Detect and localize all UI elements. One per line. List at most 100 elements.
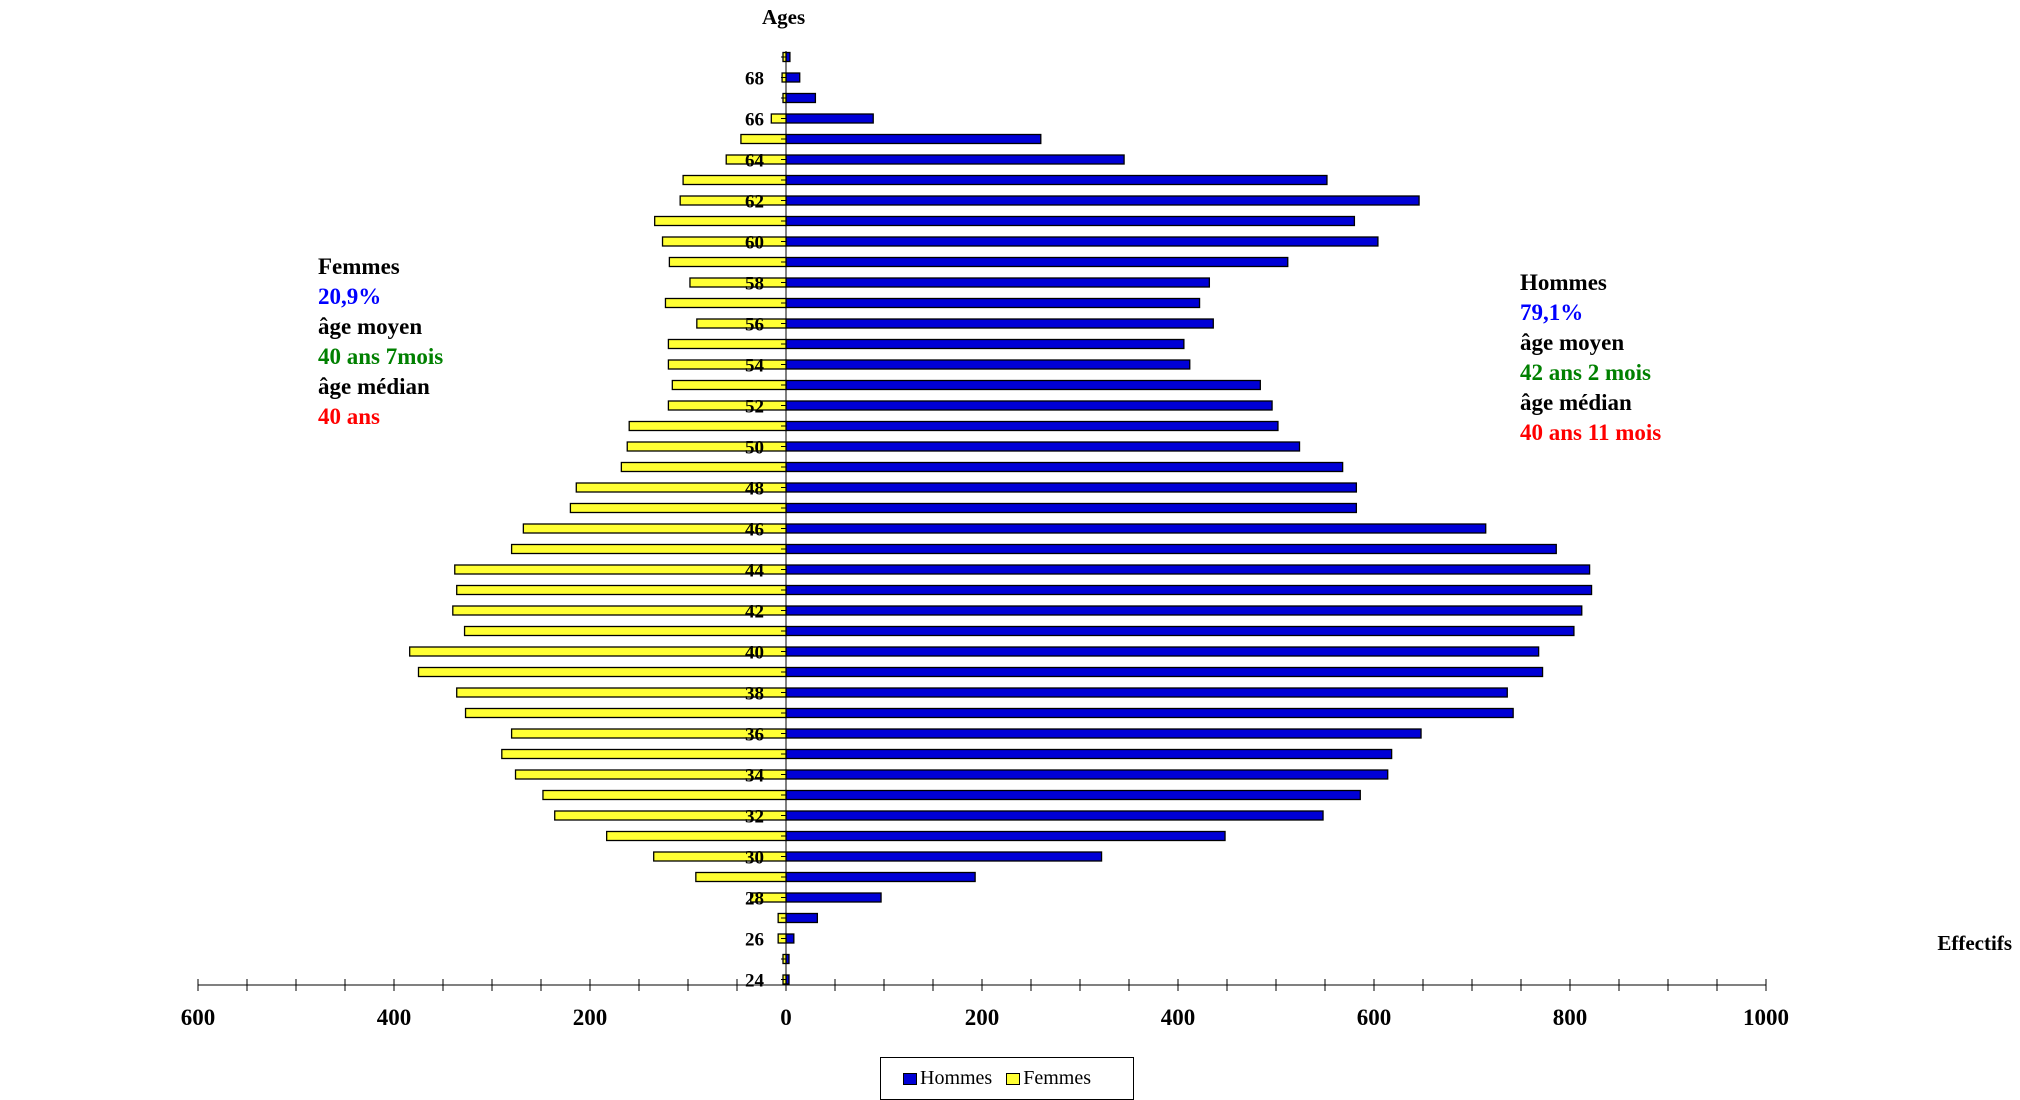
bar-hommes-age-58 [786,278,1209,287]
age-tick-label-52: 52 [745,397,764,418]
legend-item-femmes: Femmes [1006,1067,1091,1090]
hommes-annotation: Hommes 79,1% âge moyen 42 ans 2 mois âge… [1520,268,1661,448]
bar-femmes-age-35 [502,750,786,759]
bar-femmes-age-37 [466,709,786,718]
bar-hommes-age-30 [786,852,1102,861]
x-axis-label: Effectifs [1937,931,2012,955]
axes [198,51,1766,991]
bar-femmes-age-38 [457,688,786,697]
bar-hommes-age-39 [786,668,1543,677]
bar-femmes-age-49 [621,463,786,472]
age-tick-label-48: 48 [745,479,764,500]
bar-hommes-age-27 [786,914,817,923]
bar-hommes-age-42 [786,606,1582,615]
bar-femmes-age-62 [680,196,786,205]
age-tick-label-56: 56 [745,315,764,336]
x-tick-labels: 600 400 200 0 200 400 600 800 1000 [181,1005,1789,1030]
femmes-title: Femmes [318,252,443,282]
bar-hommes-age-68 [786,73,800,82]
bar-hommes-age-64 [786,155,1124,164]
bar-femmes-age-65 [741,135,786,144]
bar-hommes-age-32 [786,811,1323,820]
bar-hommes-age-34 [786,770,1388,779]
age-tick-label-34: 34 [745,766,765,787]
age-tick-label-54: 54 [745,356,765,377]
bar-hommes-age-44 [786,565,1590,574]
age-tick-label-42: 42 [745,602,764,623]
bar-hommes-age-47 [786,504,1356,513]
population-pyramid-chart: 600 400 200 0 200 400 600 800 1000 24 26 28 30 32 34 3… [0,0,2020,1060]
bar-femmes-age-60 [663,237,786,246]
femmes-percentage: 20,9% [318,282,443,312]
bar-hommes-age-66 [786,114,873,123]
legend: Hommes Femmes [880,1057,1134,1100]
bar-hommes-age-57 [786,299,1200,308]
age-tick-label-28: 28 [745,889,764,910]
bar-hommes-age-52 [786,401,1272,410]
bar-hommes-age-61 [786,217,1354,226]
age-tick-label-26: 26 [745,930,764,951]
age-tick-label-46: 46 [745,520,764,541]
y-axis-label: Ages [762,5,805,29]
bar-hommes-age-51 [786,422,1278,431]
femmes-mean-label: âge moyen [318,312,443,342]
legend-label-hommes: Hommes [920,1067,992,1090]
bar-femmes-age-63 [683,176,786,185]
bar-hommes-age-49 [786,463,1343,472]
bar-hommes-age-60 [786,237,1378,246]
x-tick-label-1: 400 [377,1005,412,1030]
bar-femmes-age-39 [419,668,787,677]
bar-hommes-age-28 [786,893,881,902]
bar-hommes-age-53 [786,381,1260,390]
bar-femmes-age-45 [512,545,786,554]
bar-hommes-age-40 [786,647,1539,656]
age-tick-label-60: 60 [745,233,764,254]
age-tick-label-24: 24 [745,971,765,992]
x-tick-label-3: 0 [780,1005,792,1030]
bar-femmes-age-44 [455,565,786,574]
hommes-title: Hommes [1520,268,1661,298]
age-tick-label-40: 40 [745,643,764,664]
hommes-median-label: âge médian [1520,388,1661,418]
bar-hommes-age-41 [786,627,1574,636]
bar-femmes-age-59 [669,258,786,267]
bar-femmes-age-58 [690,278,786,287]
bar-femmes-age-43 [457,586,786,595]
bar-hommes-age-38 [786,688,1507,697]
femmes-bars [410,53,786,985]
bar-femmes-age-31 [607,832,786,841]
bar-hommes-age-48 [786,483,1356,492]
x-tick-label-5: 400 [1161,1005,1196,1030]
bar-hommes-age-31 [786,832,1225,841]
x-tick-label-2: 200 [573,1005,608,1030]
age-tick-label-58: 58 [745,274,764,295]
bar-femmes-age-61 [655,217,786,226]
age-tick-label-36: 36 [745,725,764,746]
femmes-annotation: Femmes 20,9% âge moyen 40 ans 7mois âge … [318,252,443,432]
bar-femmes-age-51 [629,422,786,431]
bar-hommes-age-26 [786,934,794,943]
bar-hommes-age-43 [786,586,1592,595]
bar-femmes-age-57 [665,299,786,308]
bar-hommes-age-33 [786,791,1360,800]
x-tick-label-4: 200 [965,1005,1000,1030]
age-tick-label-66: 66 [745,110,764,131]
femmes-median-label: âge médian [318,372,443,402]
age-tick-labels: 24 26 28 30 32 34 36 38 40 42 44 46 48 50 52 54 56 58 60 62… [745,69,765,992]
femmes-mean-age: 40 ans 7mois [318,342,443,372]
legend-swatch-femmes [1006,1073,1020,1085]
x-tick-label-0: 600 [181,1005,216,1030]
bar-hommes-age-56 [786,319,1213,328]
bar-hommes-age-67 [786,94,815,103]
x-tick-label-8: 1000 [1743,1005,1789,1030]
bar-hommes-age-62 [786,196,1419,205]
bar-femmes-age-30 [654,852,786,861]
femmes-median-age: 40 ans [318,402,443,432]
bar-hommes-age-36 [786,729,1421,738]
age-tick-label-68: 68 [745,69,764,90]
age-tick-label-38: 38 [745,684,764,705]
hommes-bars [786,53,1592,985]
bar-hommes-age-55 [786,340,1184,349]
bar-femmes-age-29 [696,873,786,882]
age-tick-label-32: 32 [745,807,764,828]
